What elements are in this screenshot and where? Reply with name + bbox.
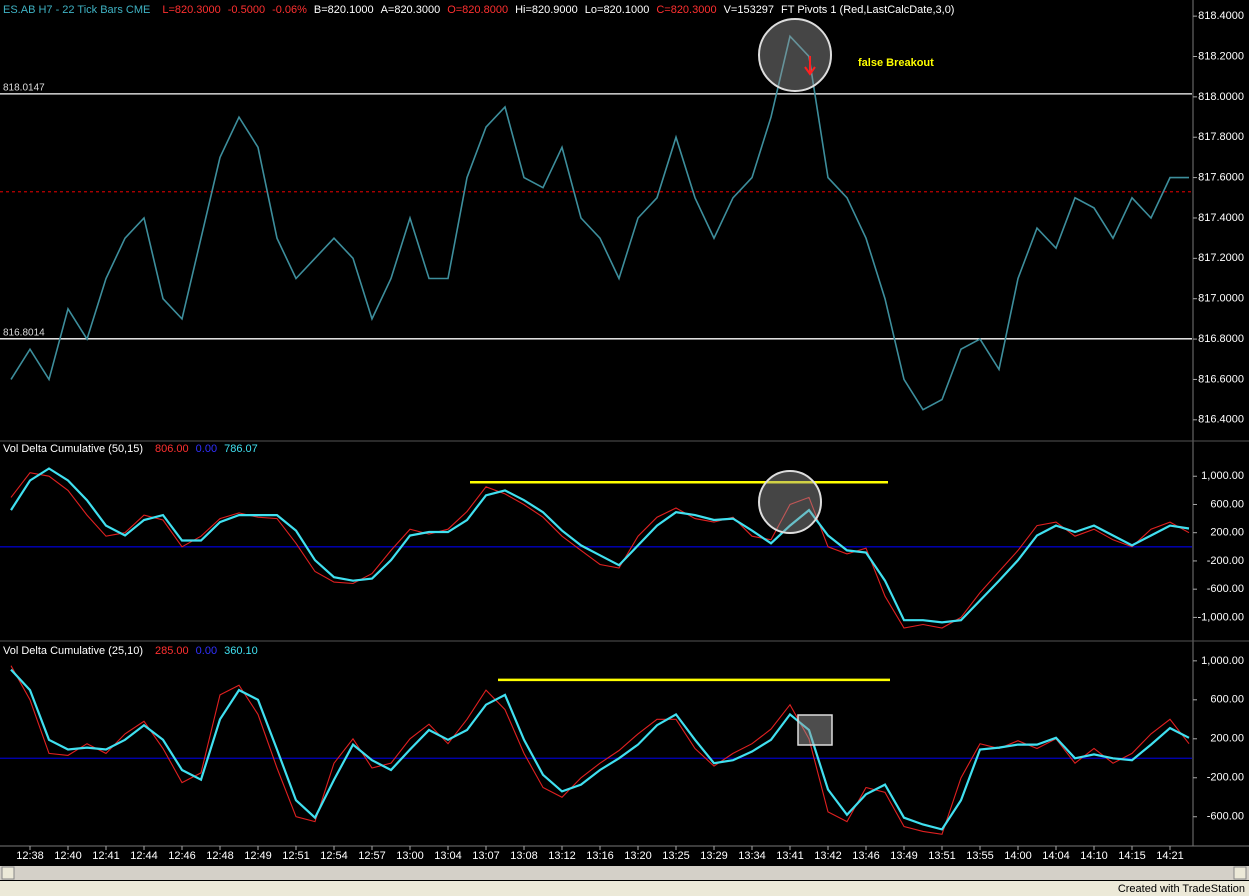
series-line (10, 668, 1190, 831)
readout: -0.06% (272, 4, 307, 16)
x-tick-label: 13:49 (890, 850, 918, 862)
y-tick-label: 817.0000 (1198, 293, 1244, 305)
x-tick-label: 12:38 (16, 850, 44, 862)
readout: 0.00 (196, 645, 217, 657)
footer: Created with TradeStation (1118, 883, 1245, 895)
price-line (10, 34, 1189, 411)
x-tick-label: 14:04 (1042, 850, 1070, 862)
x-tick-label: 14:21 (1156, 850, 1184, 862)
x-tick-label: 12:40 (54, 850, 82, 862)
y-tick-label: -1,000.00 (1198, 611, 1244, 623)
y-tick-label: 816.4000 (1198, 414, 1244, 426)
x-tick-label: 13:08 (510, 850, 538, 862)
y-tick-label: 1,000.00 (1201, 655, 1244, 667)
x-tick-label: 14:00 (1004, 850, 1032, 862)
readout: C=820.3000 (656, 4, 716, 16)
readout: Lo=820.1000 (585, 4, 650, 16)
x-tick-label: 12:41 (92, 850, 120, 862)
x-tick-label: 12:46 (168, 850, 196, 862)
readout: FT Pivots 1 (Red,LastCalcDate,3,0) (781, 4, 954, 16)
x-tick-label: 13:20 (624, 850, 652, 862)
readout: 360.10 (224, 645, 258, 657)
series-line (10, 467, 1190, 624)
readout: V=153297 (724, 4, 774, 16)
x-tick-label: 13:29 (700, 850, 728, 862)
x-tick-label: 13:42 (814, 850, 842, 862)
x-tick-label: 13:55 (966, 850, 994, 862)
series-line (10, 665, 1190, 835)
x-tick-label: 13:25 (662, 850, 690, 862)
annotation: false Breakout (858, 57, 934, 69)
readout: 285.00 (155, 645, 189, 657)
x-tick-label: 14:10 (1080, 850, 1108, 862)
level-label: 818.0147 (3, 83, 45, 94)
series-line (10, 472, 1190, 629)
x-tick-label: 13:34 (738, 850, 766, 862)
y-tick-label: 600.00 (1210, 498, 1244, 510)
readout: 786.07 (224, 443, 258, 455)
y-tick-label: -200.00 (1207, 555, 1244, 567)
readout: A=820.3000 (381, 4, 441, 16)
x-tick-label: 12:54 (320, 850, 348, 862)
x-tick-label: 13:41 (776, 850, 804, 862)
highlight-circle (758, 18, 832, 92)
readout: 806.00 (155, 443, 189, 455)
y-tick-label: -600.00 (1207, 583, 1244, 595)
status-bar (0, 881, 1249, 896)
readout: Hi=820.9000 (515, 4, 578, 16)
readout: 0.00 (196, 443, 217, 455)
x-tick-label: 12:48 (206, 850, 234, 862)
x-tick-label: 13:12 (548, 850, 576, 862)
x-tick-label: 13:16 (586, 850, 614, 862)
x-tick-label: 13:00 (396, 850, 424, 862)
y-tick-label: 818.2000 (1198, 50, 1244, 62)
readout: L=820.3000 (162, 4, 220, 16)
y-tick-label: 200.00 (1210, 527, 1244, 539)
x-tick-label: 12:51 (282, 850, 310, 862)
y-tick-label: -600.00 (1207, 811, 1244, 823)
x-tick-label: 13:04 (434, 850, 462, 862)
down-arrow (804, 56, 816, 76)
y-tick-label: 818.4000 (1198, 10, 1244, 22)
highlight-circle (758, 470, 822, 534)
readout: B=820.1000 (314, 4, 374, 16)
y-tick-label: 817.8000 (1198, 131, 1244, 143)
y-tick-label: 818.0000 (1198, 91, 1244, 103)
panel-title: Vol Delta Cumulative (25,10) (3, 645, 143, 657)
panel-title: Vol Delta Cumulative (50,15) (3, 443, 143, 455)
scroll-left[interactable] (1, 866, 15, 880)
scroll-right[interactable] (1233, 866, 1247, 880)
readout: -0.5000 (228, 4, 265, 16)
y-tick-label: 816.8000 (1198, 333, 1244, 345)
marks: 818.4000 818.2000 818.0000 817.8000 817.6000… (0, 4, 1244, 862)
y-tick-label: 200.00 (1210, 733, 1244, 745)
y-tick-label: 816.6000 (1198, 373, 1244, 385)
x-tick-label: 12:57 (358, 850, 386, 862)
x-tick-label: 13:51 (928, 850, 956, 862)
x-tick-label: 13:46 (852, 850, 880, 862)
y-tick-label: -200.00 (1207, 772, 1244, 784)
y-tick-label: 600.00 (1210, 694, 1244, 706)
x-tick-label: 12:44 (130, 850, 158, 862)
highlight-box (797, 714, 833, 746)
scrollbar[interactable] (0, 866, 1249, 880)
level-label: 816.8014 (3, 327, 45, 338)
y-tick-label: 817.6000 (1198, 172, 1244, 184)
x-tick-label: 14:15 (1118, 850, 1146, 862)
y-tick-label: 817.4000 (1198, 212, 1244, 224)
panel-title: ES.AB H7 - 22 Tick Bars CME (3, 4, 150, 16)
y-tick-label: 1,000.00 (1201, 470, 1244, 482)
x-tick-label: 12:49 (244, 850, 272, 862)
readout: O=820.8000 (447, 4, 508, 16)
y-tick-label: 817.2000 (1198, 252, 1244, 264)
x-tick-label: 13:07 (472, 850, 500, 862)
